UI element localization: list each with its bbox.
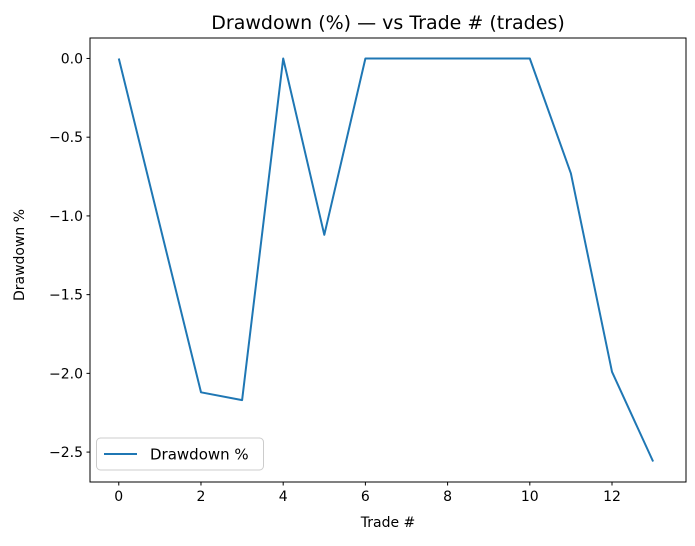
drawdown-line <box>117 57 655 462</box>
y-tick-label: −2.0 <box>49 366 83 382</box>
x-tick-label: 6 <box>361 489 370 505</box>
y-tick-label: −1.5 <box>49 288 83 304</box>
x-axis-label: Trade # <box>360 515 416 531</box>
x-tick-label: 8 <box>443 489 452 505</box>
x-tick-label: 4 <box>279 489 288 505</box>
x-tick-label: 2 <box>197 489 206 505</box>
legend-label: Drawdown % <box>150 446 249 464</box>
x-tick-label: 10 <box>521 489 539 505</box>
y-tick-label: −1.0 <box>49 209 83 225</box>
y-tick-label: −0.5 <box>49 130 83 146</box>
chart-title: Drawdown (%) — vs Trade # (trades) <box>211 12 564 34</box>
y-tick-label: −2.5 <box>49 445 83 461</box>
y-axis-label: Drawdown % <box>12 209 28 301</box>
axis-ticks: 0 2 4 6 8 10 12 0.0 −0.5 −1.0 −1.5 −2.0 −2.5 <box>49 51 621 505</box>
legend-box <box>96 437 264 471</box>
y-tick-label: 0.0 <box>61 51 83 67</box>
x-tick-label: 0 <box>114 489 123 505</box>
x-tick-label: 12 <box>603 489 621 505</box>
legend: Drawdown % <box>96 437 264 471</box>
axes-frame <box>89 37 687 483</box>
